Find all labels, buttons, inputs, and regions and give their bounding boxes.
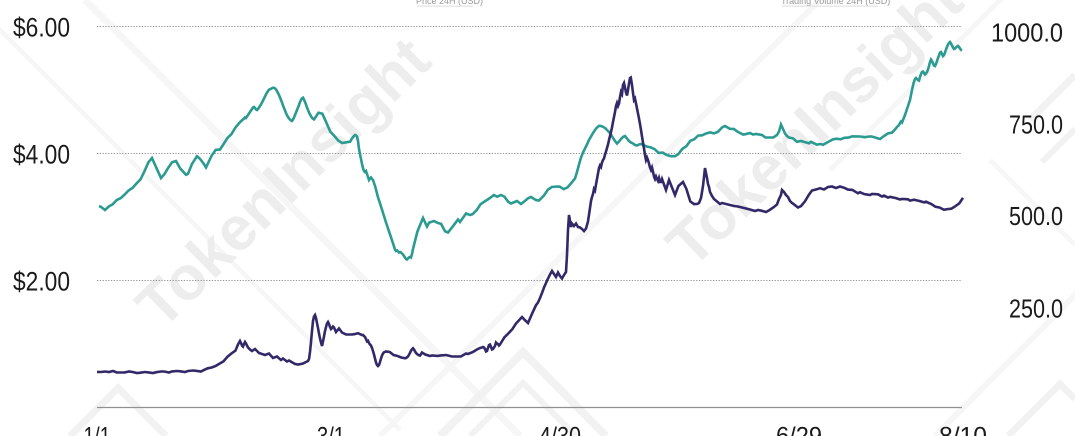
svg-text:TokenInsight: TokenInsight (654, 0, 976, 280)
svg-text:$6.00: $6.00 (13, 12, 70, 42)
svg-text:250.0: 250.0 (1009, 296, 1063, 324)
svg-text:3/1: 3/1 (317, 423, 345, 436)
svg-text:$2.00: $2.00 (13, 266, 70, 296)
svg-text:750.0: 750.0 (1009, 112, 1063, 140)
svg-text:Price 24H (USD): Price 24H (USD) (416, 0, 483, 6)
svg-text:6/29: 6/29 (776, 423, 822, 436)
svg-text:Trading Volume 24H (USD): Trading Volume 24H (USD) (781, 0, 890, 6)
svg-text:TokenInsight: TokenInsight (123, 25, 443, 341)
svg-text:1000.0: 1000.0 (991, 20, 1063, 48)
svg-text:500.0: 500.0 (1009, 203, 1063, 231)
svg-text:8/10: 8/10 (939, 423, 987, 436)
svg-text:$4.00: $4.00 (13, 139, 70, 169)
svg-text:1/1: 1/1 (84, 423, 111, 436)
svg-text:4/30: 4/30 (539, 423, 581, 436)
